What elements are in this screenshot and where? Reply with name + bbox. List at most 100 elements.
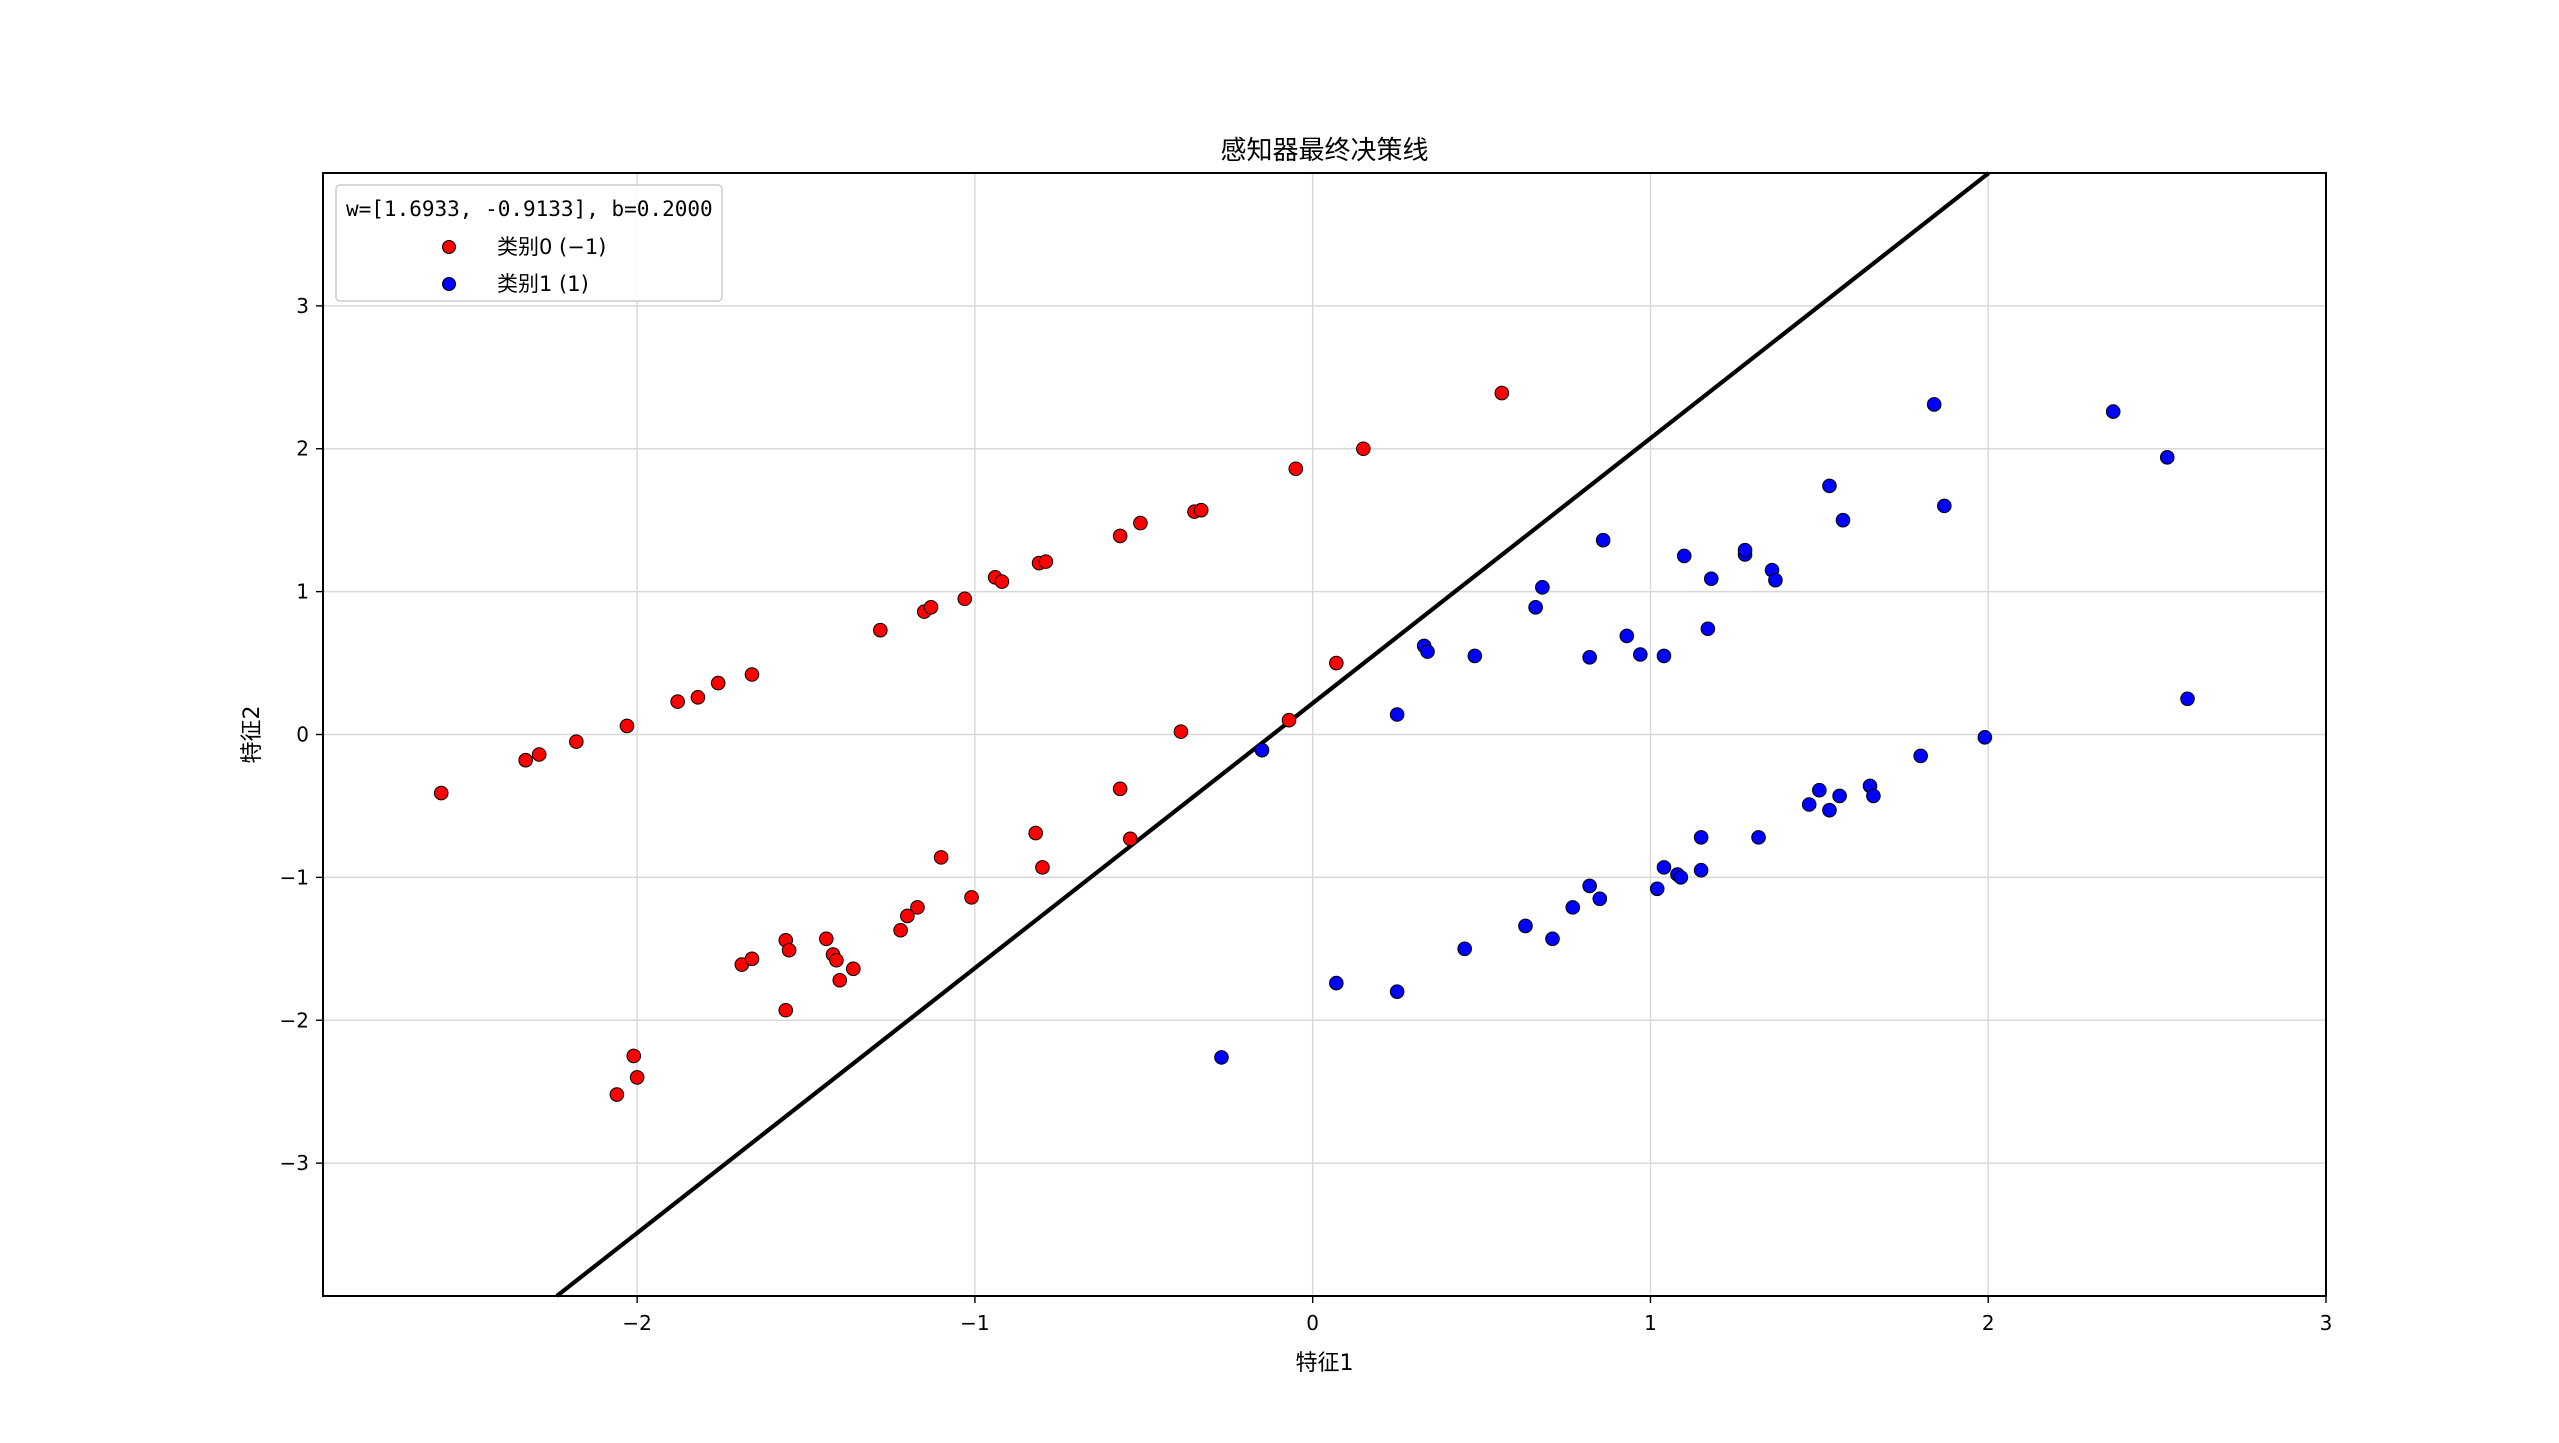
legend-label-class0: 类别0 (−1) [497, 235, 606, 259]
data-point-class0 [744, 667, 760, 682]
y-tick-label: −1 [280, 865, 309, 889]
ticks-layer: −2 −1 0 1 2 3 −3 −2 −1 0 1 2 3 [280, 294, 2333, 1335]
data-point-class0 [670, 694, 685, 709]
data-point-class0 [1281, 712, 1297, 728]
data-point-class0 [1329, 655, 1344, 671]
x-tick-label: 1 [1644, 1311, 1657, 1335]
data-point-class1 [1832, 788, 1847, 804]
data-point-class0 [609, 1087, 625, 1102]
data-point-class0 [1038, 554, 1054, 569]
data-point-class0 [1112, 781, 1128, 797]
legend-marker-class0 [442, 240, 456, 254]
data-point-class1 [1822, 478, 1837, 494]
data-point-class1 [1656, 860, 1672, 875]
data-point-class1 [1518, 918, 1533, 934]
data-point-class0 [1122, 831, 1138, 847]
data-point-class1 [2180, 691, 2195, 707]
data-point-class0 [626, 1048, 642, 1064]
legend-label-class1: 类别1 (1) [497, 272, 589, 296]
data-point-class1 [1801, 797, 1817, 812]
data-point-class0 [1035, 860, 1050, 875]
data-point-class1 [1254, 742, 1270, 758]
data-point-class1 [1214, 1050, 1229, 1065]
data-point-class1 [1926, 397, 1942, 412]
data-point-class1 [1693, 830, 1709, 845]
data-point-class0 [744, 951, 760, 967]
data-point-class1 [2105, 404, 2121, 419]
y-tick-label: 1 [296, 580, 309, 604]
data-point-class1 [1703, 571, 1719, 587]
grid-layer [323, 173, 2327, 1296]
data-point-class0 [829, 952, 844, 968]
data-point-class1 [1937, 498, 1952, 514]
data-point-class1 [1768, 572, 1783, 588]
data-point-class0 [923, 600, 939, 615]
x-tick-label: −2 [622, 1311, 651, 1335]
data-point-class1 [1565, 900, 1581, 915]
data-point-class0 [1288, 461, 1304, 477]
data-point-class1 [1977, 730, 1993, 745]
x-tick-label: 0 [1306, 1311, 1319, 1335]
data-point-class1 [1545, 931, 1560, 947]
data-point-class0 [710, 675, 726, 691]
data-point-class0 [1173, 724, 1189, 739]
data-point-class0 [910, 900, 925, 915]
data-point-class0 [1356, 441, 1371, 457]
data-point-class1 [2159, 450, 2175, 465]
data-point-class1 [1649, 881, 1665, 897]
decision-line-layer [555, 171, 1991, 1298]
data-point-class0 [933, 850, 949, 865]
data-point-class1 [1656, 648, 1672, 664]
x-tick-label: −1 [960, 1311, 989, 1335]
y-tick-label: −2 [280, 1008, 309, 1032]
data-point-class1 [1751, 830, 1766, 845]
data-point-class1 [1700, 621, 1716, 637]
data-point-class0 [846, 961, 861, 977]
data-point-class0 [964, 890, 979, 905]
y-tick-label: 0 [296, 723, 309, 747]
data-point-class1 [1866, 788, 1881, 804]
data-point-class0 [781, 942, 797, 958]
data-point-class1 [1619, 628, 1635, 644]
data-point-class0 [1133, 515, 1148, 531]
chart-title: 感知器最终决策线 [1220, 136, 1428, 166]
data-point-class0 [619, 718, 635, 734]
data-points-layer [433, 385, 2195, 1102]
data-point-class0 [818, 931, 834, 947]
x-tick-label: 3 [2320, 1311, 2333, 1335]
y-tick-label: −3 [280, 1151, 309, 1175]
data-point-class1 [1329, 975, 1344, 991]
y-tick-label: 3 [296, 294, 309, 318]
data-point-class0 [629, 1070, 645, 1085]
data-point-class0 [778, 1002, 794, 1018]
data-point-class1 [1595, 532, 1611, 548]
data-point-class1 [1676, 548, 1692, 564]
data-point-class0 [1494, 385, 1510, 401]
legend-title: w=[1.6933, -0.9133], b=0.2000 [346, 197, 713, 221]
decision-boundary-line [555, 171, 1991, 1298]
data-point-class1 [1812, 782, 1827, 798]
data-point-class0 [873, 622, 888, 638]
y-axis-label: 特征2 [240, 706, 265, 764]
data-point-class1 [1673, 870, 1689, 885]
data-point-class1 [1835, 512, 1851, 528]
legend-box [335, 184, 723, 302]
data-point-class0 [957, 591, 973, 607]
data-point-class1 [1822, 802, 1837, 818]
data-point-class1 [1535, 580, 1550, 595]
data-point-class1 [1389, 984, 1405, 999]
data-point-class1 [1582, 878, 1597, 894]
x-axis-label: 特征1 [1296, 1351, 1354, 1376]
data-point-class1 [1633, 647, 1648, 662]
data-point-class1 [1693, 862, 1709, 878]
data-point-class0 [433, 785, 449, 801]
legend: w=[1.6933, -0.9133], b=0.2000 类别0 (−1) 类… [335, 184, 723, 302]
data-point-class0 [893, 922, 908, 938]
data-point-class1 [1528, 600, 1543, 615]
data-point-class1 [1913, 748, 1928, 764]
data-point-class1 [1467, 648, 1483, 664]
data-point-class1 [1389, 707, 1405, 722]
data-point-class0 [690, 690, 706, 705]
data-point-class0 [569, 734, 584, 749]
